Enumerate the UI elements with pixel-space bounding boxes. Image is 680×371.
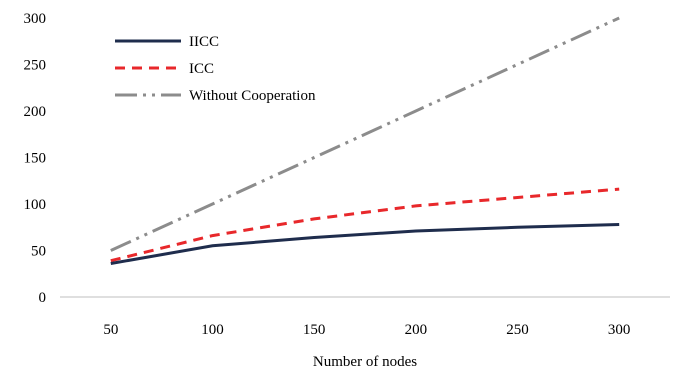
legend-label-without-cooperation: Without Cooperation — [189, 88, 316, 104]
series-line-icc — [110, 187, 620, 263]
x-tick-label: 250 — [506, 322, 529, 338]
y-axis-ticks: 0 50 100 150 200 250 300 — [24, 11, 47, 306]
y-tick-label: 250 — [24, 58, 47, 74]
x-tick-label: 300 — [608, 322, 631, 338]
y-tick-label: 300 — [24, 11, 47, 27]
series-group — [110, 16, 620, 265]
x-tick-label: 50 — [103, 322, 118, 338]
x-tick-label: 150 — [303, 322, 326, 338]
legend-label-icc: ICC — [189, 61, 214, 77]
x-axis-label: Number of nodes — [313, 354, 417, 370]
y-tick-label: 200 — [24, 104, 47, 120]
y-tick-label: 0 — [39, 290, 47, 306]
y-tick-label: 50 — [31, 244, 46, 260]
legend-label-iicc: IICC — [189, 34, 219, 50]
y-tick-label: 150 — [24, 151, 47, 167]
x-tick-label: 200 — [405, 322, 428, 338]
x-tick-label: 100 — [201, 322, 224, 338]
x-axis-ticks: 50 100 150 200 250 300 — [103, 322, 630, 338]
series-line-iicc — [110, 223, 620, 265]
y-tick-label: 100 — [24, 197, 47, 213]
series-line-without-cooperation — [110, 16, 620, 252]
legend: IICC ICC Without Cooperation — [115, 34, 316, 104]
